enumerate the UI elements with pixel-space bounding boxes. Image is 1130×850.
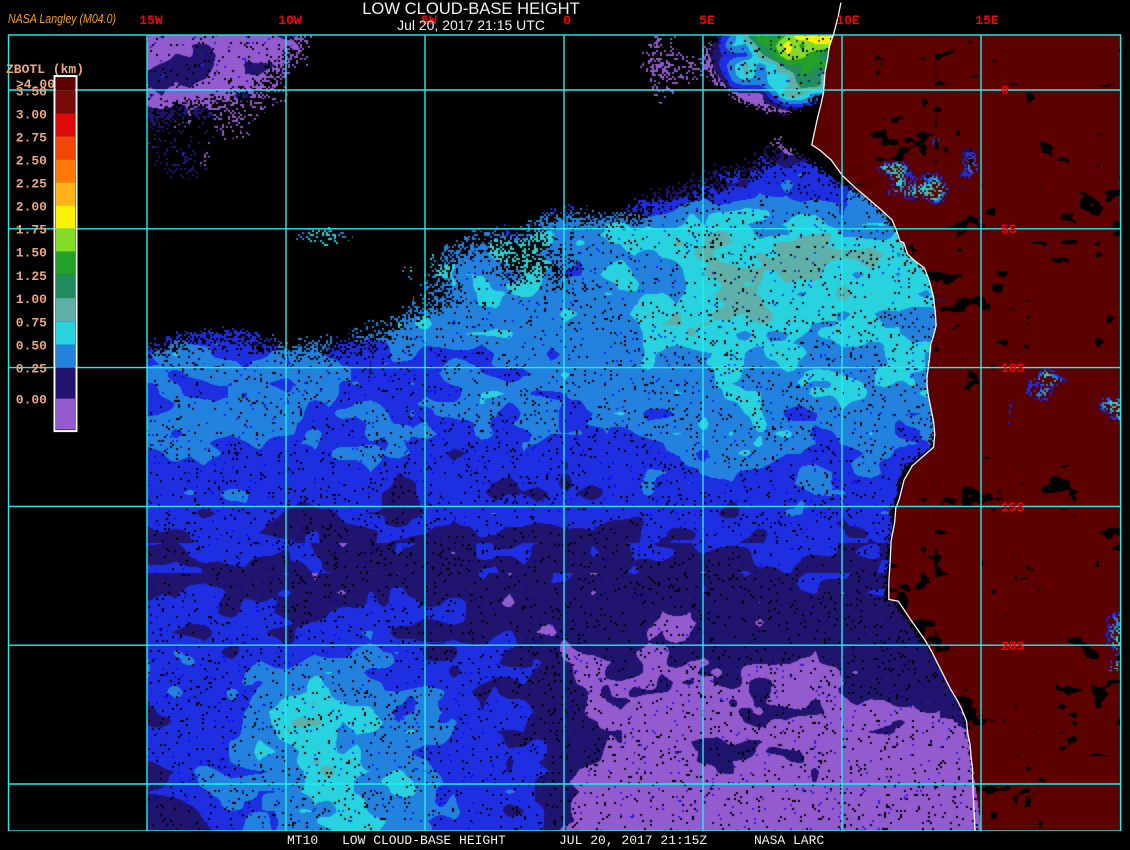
svg-text:JUL 20, 2017 21:15Z: JUL 20, 2017 21:15Z xyxy=(559,833,707,848)
svg-text:1.75: 1.75 xyxy=(16,222,47,237)
svg-text:LOW CLOUD-BASE HEIGHT: LOW CLOUD-BASE HEIGHT xyxy=(342,833,506,848)
svg-text:5S: 5S xyxy=(1001,222,1017,237)
svg-text:1.25: 1.25 xyxy=(16,269,47,284)
svg-text:2.25: 2.25 xyxy=(16,176,47,191)
svg-text:3.50: 3.50 xyxy=(16,84,47,99)
svg-text:10W: 10W xyxy=(278,13,302,28)
svg-text:Jul 20, 2017 21:15 UTC: Jul 20, 2017 21:15 UTC xyxy=(397,17,545,33)
svg-text:10S: 10S xyxy=(1001,361,1025,376)
svg-text:ZBOTL (km): ZBOTL (km) xyxy=(6,62,84,77)
svg-text:2.75: 2.75 xyxy=(16,130,47,145)
svg-text:2.00: 2.00 xyxy=(16,199,47,214)
svg-text:15W: 15W xyxy=(139,13,163,28)
svg-text:15S: 15S xyxy=(1001,500,1025,515)
svg-text:3.00: 3.00 xyxy=(16,107,47,122)
svg-text:0.00: 0.00 xyxy=(16,393,47,408)
svg-text:LOW CLOUD-BASE HEIGHT: LOW CLOUD-BASE HEIGHT xyxy=(362,0,580,18)
svg-text:0.25: 0.25 xyxy=(16,362,47,377)
svg-text:NASA LARC: NASA LARC xyxy=(754,833,824,848)
svg-text:5E: 5E xyxy=(699,13,715,28)
svg-text:1.00: 1.00 xyxy=(16,292,47,307)
svg-text:MT10: MT10 xyxy=(287,833,318,848)
svg-text:NASA Langley (M04.0): NASA Langley (M04.0) xyxy=(8,11,116,26)
svg-text:2.50: 2.50 xyxy=(16,153,47,168)
svg-text:1.50: 1.50 xyxy=(16,246,47,261)
svg-text:10E: 10E xyxy=(836,13,860,28)
svg-text:0: 0 xyxy=(1001,83,1009,98)
svg-text:20S: 20S xyxy=(1001,639,1025,654)
svg-text:0.75: 0.75 xyxy=(16,315,47,330)
svg-text:15E: 15E xyxy=(975,13,999,28)
svg-text:0.50: 0.50 xyxy=(16,338,47,353)
